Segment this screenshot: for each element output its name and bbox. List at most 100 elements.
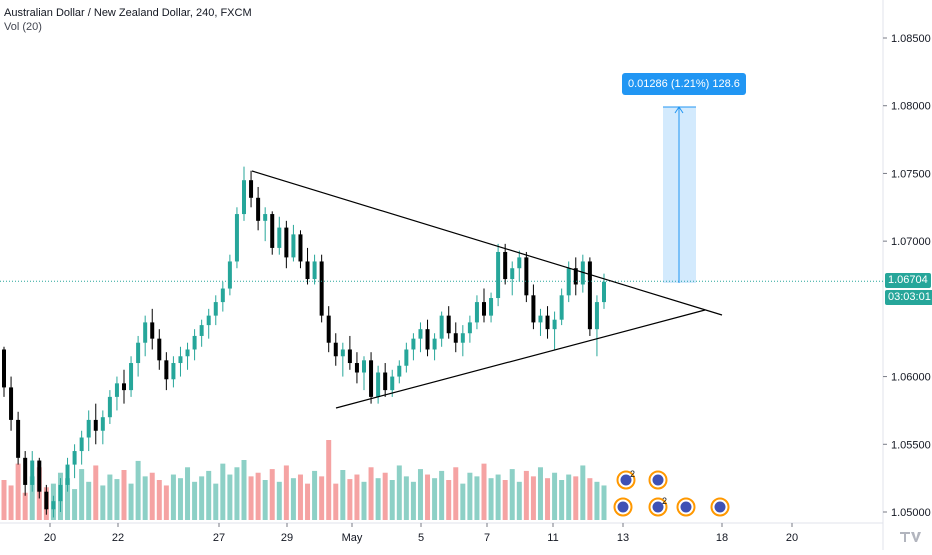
economic-event-icon[interactable]	[613, 497, 633, 517]
volume-bar	[382, 472, 388, 520]
volume-bar	[86, 481, 92, 520]
volume-bar	[347, 479, 353, 520]
volume-bar	[22, 492, 28, 520]
volume-bar	[100, 485, 106, 520]
volume-bar	[439, 470, 445, 520]
price-tick-label: 1.08000	[891, 101, 931, 113]
event-count-label: 2	[662, 496, 667, 506]
volume-bar	[177, 478, 183, 520]
economic-event-icon[interactable]: 2	[616, 469, 636, 490]
candle-body	[552, 319, 557, 330]
candle-body	[65, 464, 70, 485]
volume-bar	[509, 469, 515, 520]
volume-bar	[276, 481, 282, 520]
bar-countdown-badge: 03:03:01	[885, 290, 932, 306]
volume-bar	[8, 485, 14, 520]
candle-body	[362, 360, 366, 373]
volume-bar	[523, 470, 529, 520]
volume-bar	[417, 469, 423, 520]
candle-body	[524, 257, 529, 296]
candle-body	[277, 227, 282, 248]
candle-body	[354, 363, 359, 373]
candle-body	[242, 180, 246, 215]
volume-bar	[1, 480, 7, 520]
candle-body	[531, 295, 536, 323]
candle-body	[291, 234, 296, 258]
economic-event-icon[interactable]	[676, 497, 696, 517]
candle-body	[249, 180, 254, 198]
volume-bar	[403, 476, 409, 520]
volume-bar	[255, 472, 261, 520]
time-tick-label: 27	[213, 532, 225, 544]
time-tick-label: 5	[418, 532, 424, 544]
event-flag-fill	[714, 501, 726, 513]
candle-body	[545, 315, 550, 330]
volume-bar	[368, 467, 374, 520]
candle-body	[376, 372, 381, 397]
time-tick-label: 29	[281, 532, 293, 544]
candle-body	[425, 329, 430, 350]
event-flag-fill	[652, 474, 664, 486]
candle-body	[602, 281, 606, 303]
volume-bar	[481, 463, 487, 520]
volume-bar	[340, 470, 346, 520]
candle-body	[439, 315, 444, 339]
candle-body	[538, 315, 543, 323]
tradingview-logo-icon[interactable]	[886, 524, 932, 550]
candle-body	[79, 437, 84, 452]
candle-body	[397, 365, 402, 377]
candle-body	[284, 227, 289, 258]
volume-bar	[396, 465, 402, 520]
volume-bar	[241, 460, 247, 520]
volume-bar	[333, 483, 339, 520]
price-tick-label: 1.08500	[891, 33, 931, 45]
candle-body	[58, 484, 63, 502]
symbol-title[interactable]: Australian Dollar / New Zealand Dollar, …	[4, 7, 252, 19]
economic-event-icon[interactable]	[648, 470, 668, 490]
candle-body	[2, 349, 6, 388]
economic-event-icon[interactable]	[710, 497, 730, 517]
volume-bar	[213, 483, 219, 520]
volume-bar	[545, 478, 551, 520]
candle-body	[482, 302, 486, 316]
volume-bar	[107, 474, 113, 520]
volume-bar	[234, 467, 240, 520]
volume-bar	[149, 472, 155, 520]
volume-bar	[495, 474, 501, 520]
volume-bar	[502, 480, 508, 520]
volume-bar	[580, 465, 586, 520]
candle-body	[510, 268, 515, 280]
volume-bar	[312, 470, 318, 520]
volume-bar	[185, 467, 191, 520]
volume-bar	[192, 481, 198, 520]
candle-body	[199, 325, 204, 336]
volume-bar	[248, 476, 254, 520]
volume-bar	[79, 469, 85, 520]
volume-bar	[121, 470, 127, 520]
volume-bar	[156, 480, 162, 520]
volume-bar	[220, 463, 226, 520]
candle-body	[227, 261, 232, 289]
volume-indicator-label[interactable]: Vol (20)	[4, 21, 42, 33]
volume-bar	[474, 476, 480, 520]
volume-bar	[389, 480, 395, 520]
time-tick-label: May	[342, 532, 363, 544]
volume-bar	[290, 478, 296, 520]
economic-event-icon[interactable]: 2	[648, 496, 668, 517]
price-tick-label: 1.07500	[891, 168, 931, 180]
volume-bar	[537, 467, 543, 520]
volume-bar	[269, 469, 275, 520]
volume-bar	[15, 463, 21, 520]
candle-body	[333, 342, 338, 357]
volume-bar	[516, 481, 522, 520]
candle-body	[460, 333, 465, 343]
candle-body	[93, 419, 98, 431]
price-tick-label: 1.07000	[891, 236, 931, 248]
volume-bar	[170, 474, 176, 520]
candle-body	[270, 214, 275, 248]
candle-body	[594, 302, 599, 330]
candle-body	[312, 261, 317, 280]
candle-body	[185, 349, 190, 357]
